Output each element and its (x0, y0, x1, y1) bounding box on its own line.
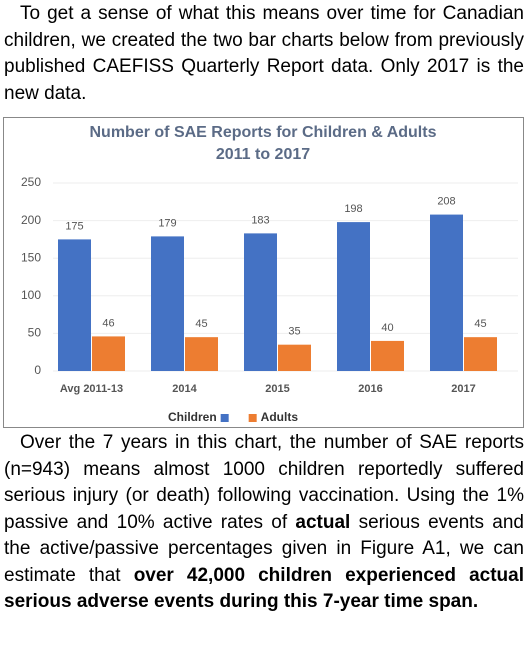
value-label: 46 (102, 317, 114, 329)
chart: Number of SAE Reports for Children & Adu… (3, 117, 524, 428)
body-text: serious events and the active/passive pe… (4, 511, 525, 586)
chart-title: Number of SAE Reports for Children & Adu… (90, 124, 437, 141)
legend-swatch (220, 414, 229, 422)
value-label: 198 (344, 203, 362, 215)
value-label: 45 (474, 318, 486, 330)
bar (337, 222, 370, 371)
value-label: 175 (65, 220, 83, 232)
y-tick-label: 100 (21, 288, 41, 302)
y-tick-label: 0 (34, 363, 41, 377)
bar (92, 336, 125, 371)
legend-swatch (248, 414, 257, 422)
intro-paragraph: To get a sense of what this means over t… (4, 3, 524, 104)
value-label: 179 (158, 217, 176, 229)
x-tick-label: 2015 (265, 383, 289, 395)
y-tick-label: 50 (28, 326, 42, 340)
legend-label: Children (168, 410, 217, 424)
bar (371, 340, 404, 371)
value-label: 35 (288, 326, 300, 338)
x-tick-label: 2016 (358, 383, 382, 395)
x-tick-label: 2017 (451, 383, 475, 395)
bar (464, 337, 497, 371)
bar (58, 239, 91, 371)
body-text: Over the 7 years in this chart, the numb… (4, 432, 524, 533)
value-label: 208 (437, 195, 455, 207)
y-tick-label: 150 (21, 250, 41, 264)
y-tick-label: 250 (21, 175, 41, 189)
x-tick-label: 2014 (172, 383, 197, 395)
body-paragraph: Over the 7 years in this chart, the numb… (4, 430, 524, 616)
bar (185, 337, 218, 371)
y-tick-label: 200 (21, 213, 41, 227)
value-label: 183 (251, 214, 269, 226)
body-text-bold: actual (295, 511, 351, 533)
legend-label: Adults (261, 410, 299, 424)
chart-subtitle: 2011 to 2017 (216, 146, 310, 163)
bar (151, 236, 184, 371)
bar (430, 214, 463, 371)
value-label: 45 (195, 318, 207, 330)
bar (244, 233, 277, 371)
value-label: 40 (381, 322, 393, 334)
body-text-bold: over 42,000 children experienced actual … (4, 564, 524, 613)
x-tick-label: Avg 2011-13 (60, 383, 123, 395)
bar (278, 344, 311, 371)
